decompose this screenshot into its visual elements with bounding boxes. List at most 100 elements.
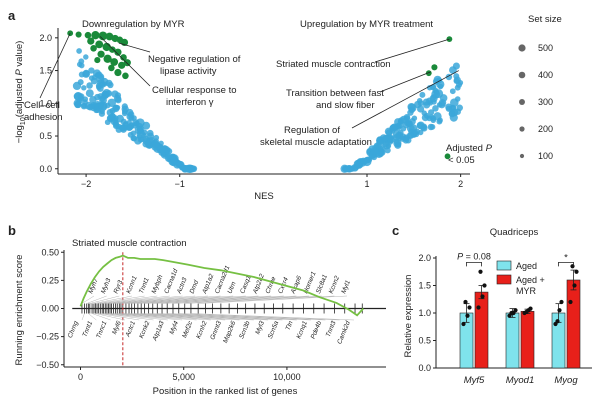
annotation-transition-line2: and slow fiber bbox=[316, 100, 375, 111]
gene-label-top: Tnnt1 bbox=[138, 276, 151, 294]
replicate-point bbox=[555, 319, 560, 324]
gene-label-top: Myl1 bbox=[340, 279, 352, 295]
gene-leader-top bbox=[89, 295, 120, 304]
nonsignificant-point bbox=[130, 130, 137, 137]
expression-y-tick-label: 1.0 bbox=[418, 308, 431, 318]
annotation-lipase: Negative regulation of bbox=[148, 54, 241, 65]
nonsignificant-point bbox=[406, 124, 415, 133]
expression-axes: 0.0 0.5 1.0 1.5 2.0 Quadriceps Myf5 Myod1 Myog bbox=[418, 227, 592, 386]
significant-point bbox=[97, 50, 105, 58]
enrichment-axes: 0.50 0.25 0.00 −0.25 −0.50 0 5,000 10,000 Positi… bbox=[36, 238, 386, 397]
annotation-leader bbox=[118, 42, 151, 53]
significance-label: P = 0.08 bbox=[457, 251, 491, 261]
bar bbox=[566, 279, 581, 369]
replicate-point bbox=[461, 321, 466, 327]
nonsignificant-point bbox=[453, 73, 460, 80]
legend-size-label: 100 bbox=[538, 151, 553, 161]
nonsignificant-point bbox=[457, 79, 464, 86]
gene-label-top: Kcnn1 bbox=[125, 275, 139, 295]
volcano-x-tick-label: 2 bbox=[458, 179, 463, 189]
nonsignificant-point bbox=[345, 164, 354, 173]
gene-leader-top bbox=[93, 295, 132, 304]
nonsignificant-point bbox=[423, 112, 430, 119]
nonsignificant-point bbox=[165, 152, 172, 159]
nonsignificant-point bbox=[402, 137, 410, 144]
volcano-y-axis-label: −log10(adjusted P value) bbox=[14, 41, 27, 144]
gene-leader-top bbox=[125, 295, 246, 304]
nonsignificant-point bbox=[185, 165, 193, 173]
nonsignificant-point bbox=[175, 161, 182, 168]
gene-label-bottom: Myl6 bbox=[111, 320, 123, 336]
nonsignificant-point bbox=[151, 141, 157, 147]
nonsignificant-point bbox=[137, 127, 144, 135]
volcano-y-tick-label: 1.0 bbox=[39, 98, 52, 108]
nonsignificant-point bbox=[454, 108, 461, 115]
gene-label-bottom: Camk2d bbox=[336, 320, 352, 345]
gene-leader-bottom bbox=[157, 313, 312, 321]
enrichment-y-tick-label: −0.50 bbox=[36, 360, 59, 370]
nonsignificant-point bbox=[72, 81, 82, 91]
legend-swatch-aged bbox=[496, 260, 512, 271]
nonsignificant-point bbox=[417, 129, 424, 136]
annotation-leader bbox=[379, 71, 431, 93]
gene-label-top: Dmd bbox=[189, 279, 201, 295]
replicate-point bbox=[463, 299, 468, 305]
enrichment-line bbox=[79, 254, 364, 317]
nonsignificant-point bbox=[449, 88, 456, 95]
volcano-x-tick-label: 1 bbox=[364, 179, 369, 189]
bar bbox=[505, 312, 520, 369]
nonsignificant-point bbox=[428, 114, 435, 120]
gene-leader-bottom bbox=[119, 313, 226, 321]
gene-label-bottom: Scn5a bbox=[267, 320, 281, 340]
nonsignificant-point bbox=[96, 84, 104, 92]
expression-y-axis-label: Relative expression bbox=[403, 275, 414, 358]
nonsignificant-point bbox=[417, 100, 424, 107]
significant-point bbox=[122, 72, 129, 80]
legend-circle bbox=[519, 99, 525, 105]
significant-point bbox=[105, 32, 114, 41]
panel-letter-c: c bbox=[392, 223, 399, 238]
expression-y-tick-label: 0.0 bbox=[418, 363, 431, 373]
expression-legend: Aged Aged + MYR bbox=[496, 260, 545, 296]
nonsignificant-point bbox=[93, 69, 101, 78]
replicate-point bbox=[570, 264, 575, 269]
significant-point bbox=[98, 31, 108, 41]
nonsignificant-point bbox=[126, 108, 134, 117]
annotation-adhesion-line2: adhesion bbox=[24, 112, 63, 123]
gene-leader-bottom bbox=[148, 313, 297, 321]
category-label: Myog bbox=[554, 375, 578, 386]
replicate-point bbox=[465, 313, 470, 318]
gene-leader-top bbox=[152, 295, 297, 304]
nonsignificant-point bbox=[433, 112, 442, 121]
volcano-axes: −2 −1 1 2 0.0 0.5 1.0 1.5 2.0 NES Downregulation b… bbox=[39, 19, 470, 202]
enrichment-curve bbox=[79, 254, 364, 317]
gene-leader-bottom bbox=[102, 313, 154, 321]
nonsignificant-point bbox=[426, 84, 433, 91]
enrichment-x-axis-label: Position in the ranked list of genes bbox=[153, 386, 298, 397]
gene-leader-bottom bbox=[81, 313, 85, 321]
volcano-x-tick-label: −2 bbox=[81, 179, 91, 189]
gene-leader-top bbox=[162, 295, 310, 304]
gene-leader-top bbox=[106, 295, 183, 304]
replicate-point bbox=[509, 310, 514, 316]
gene-leader-bottom bbox=[122, 313, 240, 321]
expression-y-tick-label: 1.5 bbox=[418, 281, 431, 291]
enrichment-y-tick-label: 0.25 bbox=[41, 275, 59, 285]
gene-label-bottom: Gnmt3 bbox=[209, 320, 223, 341]
enrichment-x-tick-label: 10,000 bbox=[273, 372, 301, 382]
annotation-leader bbox=[99, 36, 151, 87]
replicate-point bbox=[482, 283, 487, 288]
annotation-transition: Transition between fast bbox=[286, 88, 384, 99]
gene-leader-top bbox=[184, 295, 335, 304]
gene-label-top: Casq1 bbox=[239, 274, 253, 294]
category-label: Myf5 bbox=[464, 375, 485, 386]
significant-point bbox=[91, 31, 100, 40]
gene-leader-bottom bbox=[129, 313, 254, 321]
annotation-adhesion: Cell–cell bbox=[24, 100, 60, 111]
annotation-leader bbox=[39, 33, 71, 99]
legend-label-aged: Aged bbox=[516, 261, 537, 271]
nonsignificant-point bbox=[76, 48, 82, 54]
volcano-y-tick-label: 0.5 bbox=[39, 131, 52, 141]
gene-label-bottom: Map2k6 bbox=[222, 320, 237, 344]
